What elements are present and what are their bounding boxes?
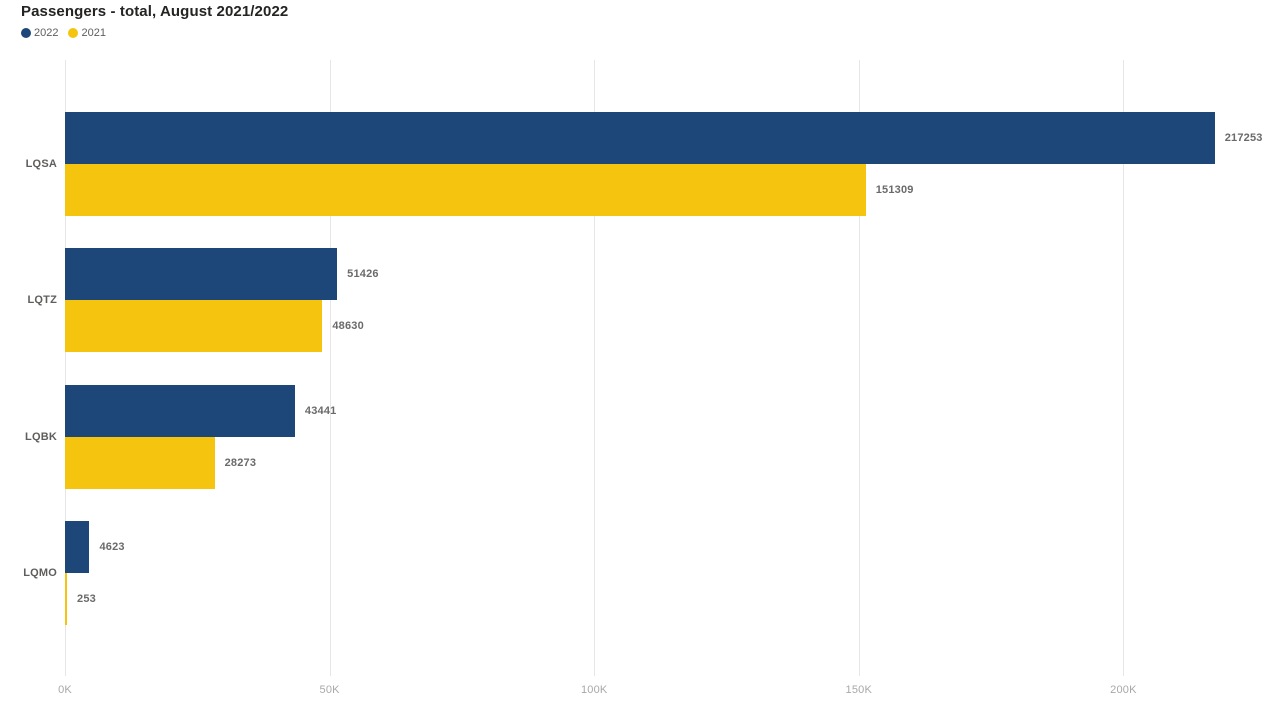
value-label-2022-LQMO: 4623 [99,541,125,554]
value-label-2021-LQBK: 28273 [224,456,257,469]
legend-label-2021: 2021 [81,27,106,39]
category-label-LQMO: LQMO [23,567,57,580]
bar-2021-LQSA[interactable] [65,164,866,216]
bar-2021-LQTZ[interactable] [65,300,323,353]
x-axis-label: 100K [580,684,608,696]
gridline [1123,60,1125,676]
legend-dot-2021-icon [68,28,79,38]
gridline [329,60,331,676]
bar-2022-LQSA[interactable] [65,112,1215,164]
bar-2022-LQTZ[interactable] [65,248,338,301]
legend-item-2021[interactable]: 2021 [68,27,106,39]
x-axis-label: 0K [58,684,72,696]
value-label-2021-LQTZ: 48630 [332,320,364,333]
value-label-2022-LQBK: 43441 [304,404,337,417]
bar-2022-LQBK[interactable] [65,384,295,437]
gridline [594,60,596,676]
bar-2021-LQMO[interactable] [65,573,67,626]
x-axis-label: 50K [319,684,340,696]
value-label-2022-LQTZ: 51426 [347,268,379,281]
category-label-LQTZ: LQTZ [27,294,57,307]
x-axis-label: 150K [845,684,873,696]
chart-title: Passengers - total, August 2021/2022 [21,3,289,20]
category-label-LQSA: LQSA [25,158,57,170]
value-label-2021-LQSA: 151309 [875,184,914,196]
x-axis-label: 200K [1110,684,1137,696]
value-label-2021-LQMO: 253 [77,593,96,606]
gridline [858,60,860,676]
gridline [65,60,66,676]
legend-item-2022[interactable]: 2022 [21,27,58,39]
bar-2021-LQBK[interactable] [65,436,215,489]
legend-label-2022: 2022 [34,27,59,39]
value-label-2022-LQSA: 217253 [1224,132,1263,144]
legend: 2022 2021 [21,27,106,39]
category-label-LQBK: LQBK [25,430,57,443]
bar-2022-LQMO[interactable] [65,521,90,574]
legend-dot-2022-icon [21,28,31,38]
